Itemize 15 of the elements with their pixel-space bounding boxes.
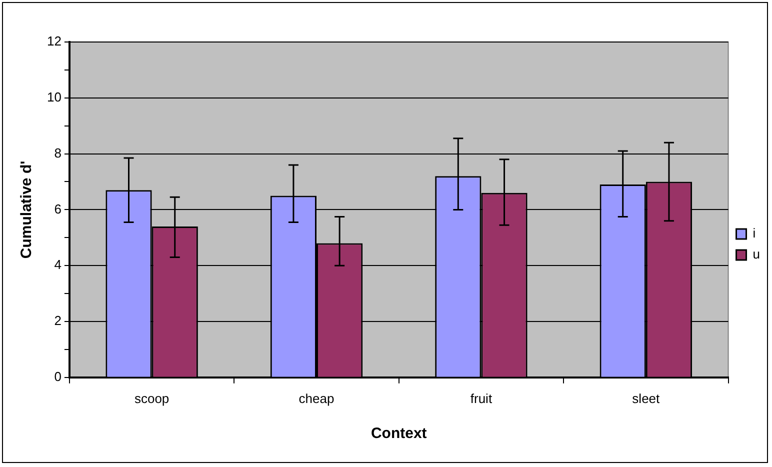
y-tick-label: 8 bbox=[54, 145, 62, 160]
x-axis-title: Context bbox=[370, 425, 427, 442]
y-tick-label: 10 bbox=[46, 89, 62, 104]
y-axis-title: Cumulative d' bbox=[18, 160, 36, 259]
y-tick-label: 2 bbox=[54, 313, 62, 328]
x-tick-label: cheap bbox=[298, 390, 334, 406]
x-tick-label: sleet bbox=[632, 390, 660, 406]
x-tick-label: scoop bbox=[134, 390, 170, 406]
y-tick-label: 6 bbox=[54, 201, 62, 216]
y-tick-label: 4 bbox=[54, 257, 62, 272]
y-tick-label: 0 bbox=[54, 368, 62, 384]
legend-label: u bbox=[752, 246, 760, 262]
y-tick-label: 12 bbox=[46, 34, 62, 49]
x-tick-label: fruit bbox=[470, 390, 492, 406]
legend-label: i bbox=[752, 226, 756, 241]
